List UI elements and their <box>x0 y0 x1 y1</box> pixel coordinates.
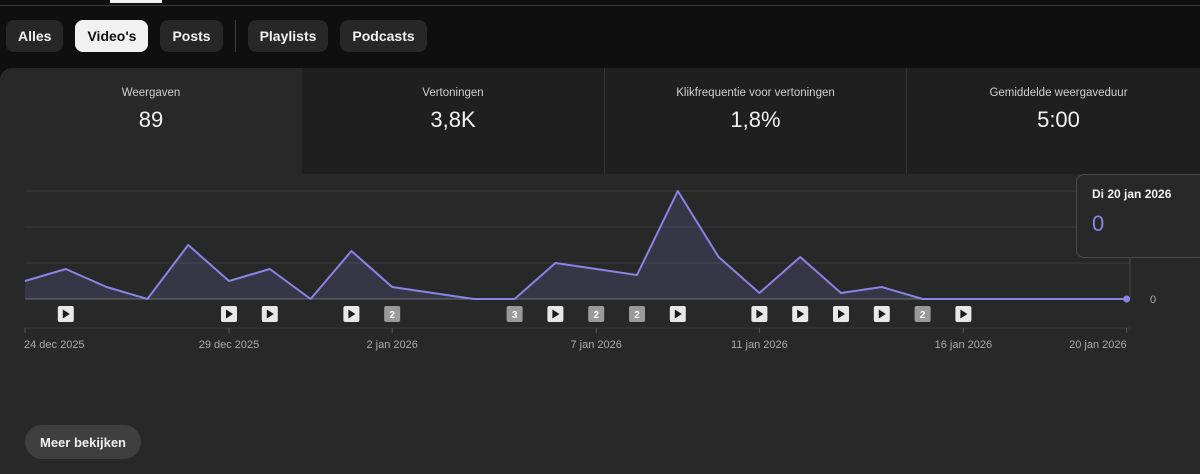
metric-tab-weergaven[interactable]: Weergaven 89 <box>0 68 302 174</box>
metric-tab-weergaveduur[interactable]: Gemiddelde weergaveduur 5:00 <box>906 68 1200 174</box>
x-tick-label: 7 jan 2026 <box>571 339 622 351</box>
x-tick-label: 11 jan 2026 <box>731 339 788 351</box>
x-tick-label: 2 jan 2026 <box>367 339 418 351</box>
analytics-card: Weergaven 89 Vertoningen 3,8K Klikfreque… <box>0 68 1200 474</box>
marker-count-label: 2 <box>920 310 926 321</box>
play-icon <box>878 309 886 319</box>
play-icon <box>756 309 764 319</box>
tooltip-value: 0 <box>1092 211 1105 236</box>
metric-label: Vertoningen <box>422 87 484 99</box>
post-count-marker <box>506 306 523 322</box>
series-area <box>25 191 1127 299</box>
chip-divider <box>234 20 236 52</box>
tooltip-date: Di 20 jan 2026 <box>1092 187 1172 201</box>
post-count-marker <box>629 306 645 322</box>
content-type-filter: Alles Video's Posts Playlists Podcasts <box>6 20 439 52</box>
x-tick-label: 29 dec 2025 <box>199 339 260 351</box>
marker-count-label: 2 <box>634 310 640 321</box>
metric-tab-vertoningen[interactable]: Vertoningen 3,8K <box>302 68 604 174</box>
metric-label: Gemiddelde weergaveduur <box>989 87 1128 99</box>
data-point <box>1123 295 1131 303</box>
post-count-marker <box>914 306 931 322</box>
play-icon <box>552 309 560 319</box>
play-icon <box>266 309 274 319</box>
play-icon <box>348 309 356 319</box>
x-tick-label: 20 jan 2026 <box>1069 339 1127 351</box>
play-icon <box>226 309 233 319</box>
marker-count-label: 2 <box>389 310 395 321</box>
post-count-marker <box>384 306 401 322</box>
chip-videos[interactable]: Video's <box>75 20 149 52</box>
metric-value: 1,8% <box>730 107 781 132</box>
metric-value: 5:00 <box>1037 107 1080 132</box>
x-tick-label: 16 jan 2026 <box>935 339 993 351</box>
chip-posts[interactable]: Posts <box>160 20 223 52</box>
post-count-marker <box>588 306 605 322</box>
play-icon <box>674 309 682 319</box>
metric-tab-klikfrequentie[interactable]: Klikfrequentie voor vertoningen 1,8% <box>604 68 906 174</box>
see-more-button[interactable]: Meer bekijken <box>25 425 141 459</box>
metric-value: 3,8K <box>430 107 476 132</box>
series-line <box>24 190 1127 300</box>
metric-tabs: Weergaven 89 Vertoningen 3,8K Klikfreque… <box>0 68 1200 174</box>
y-tick-label: 0 <box>1150 294 1156 306</box>
marker-count-label: 2 <box>593 310 599 321</box>
x-tick-label: 24 dec 2025 <box>24 339 85 351</box>
play-icon <box>62 309 70 319</box>
active-tab-indicator <box>110 0 162 3</box>
chip-alles[interactable]: Alles <box>6 20 64 52</box>
chart-tooltip: Di 20 jan 2026 0 <box>1076 174 1200 258</box>
play-icon <box>797 309 805 319</box>
play-icon <box>960 309 968 319</box>
chip-podcasts[interactable]: Podcasts <box>340 20 427 52</box>
chip-playlists[interactable]: Playlists <box>247 20 329 52</box>
metric-value: 89 <box>138 107 164 132</box>
marker-count-label: 3 <box>512 310 518 321</box>
header-divider <box>0 5 1200 6</box>
play-icon <box>838 309 845 319</box>
metric-label: Klikfrequentie voor vertoningen <box>676 87 835 99</box>
metric-label: Weergaven <box>121 87 181 99</box>
